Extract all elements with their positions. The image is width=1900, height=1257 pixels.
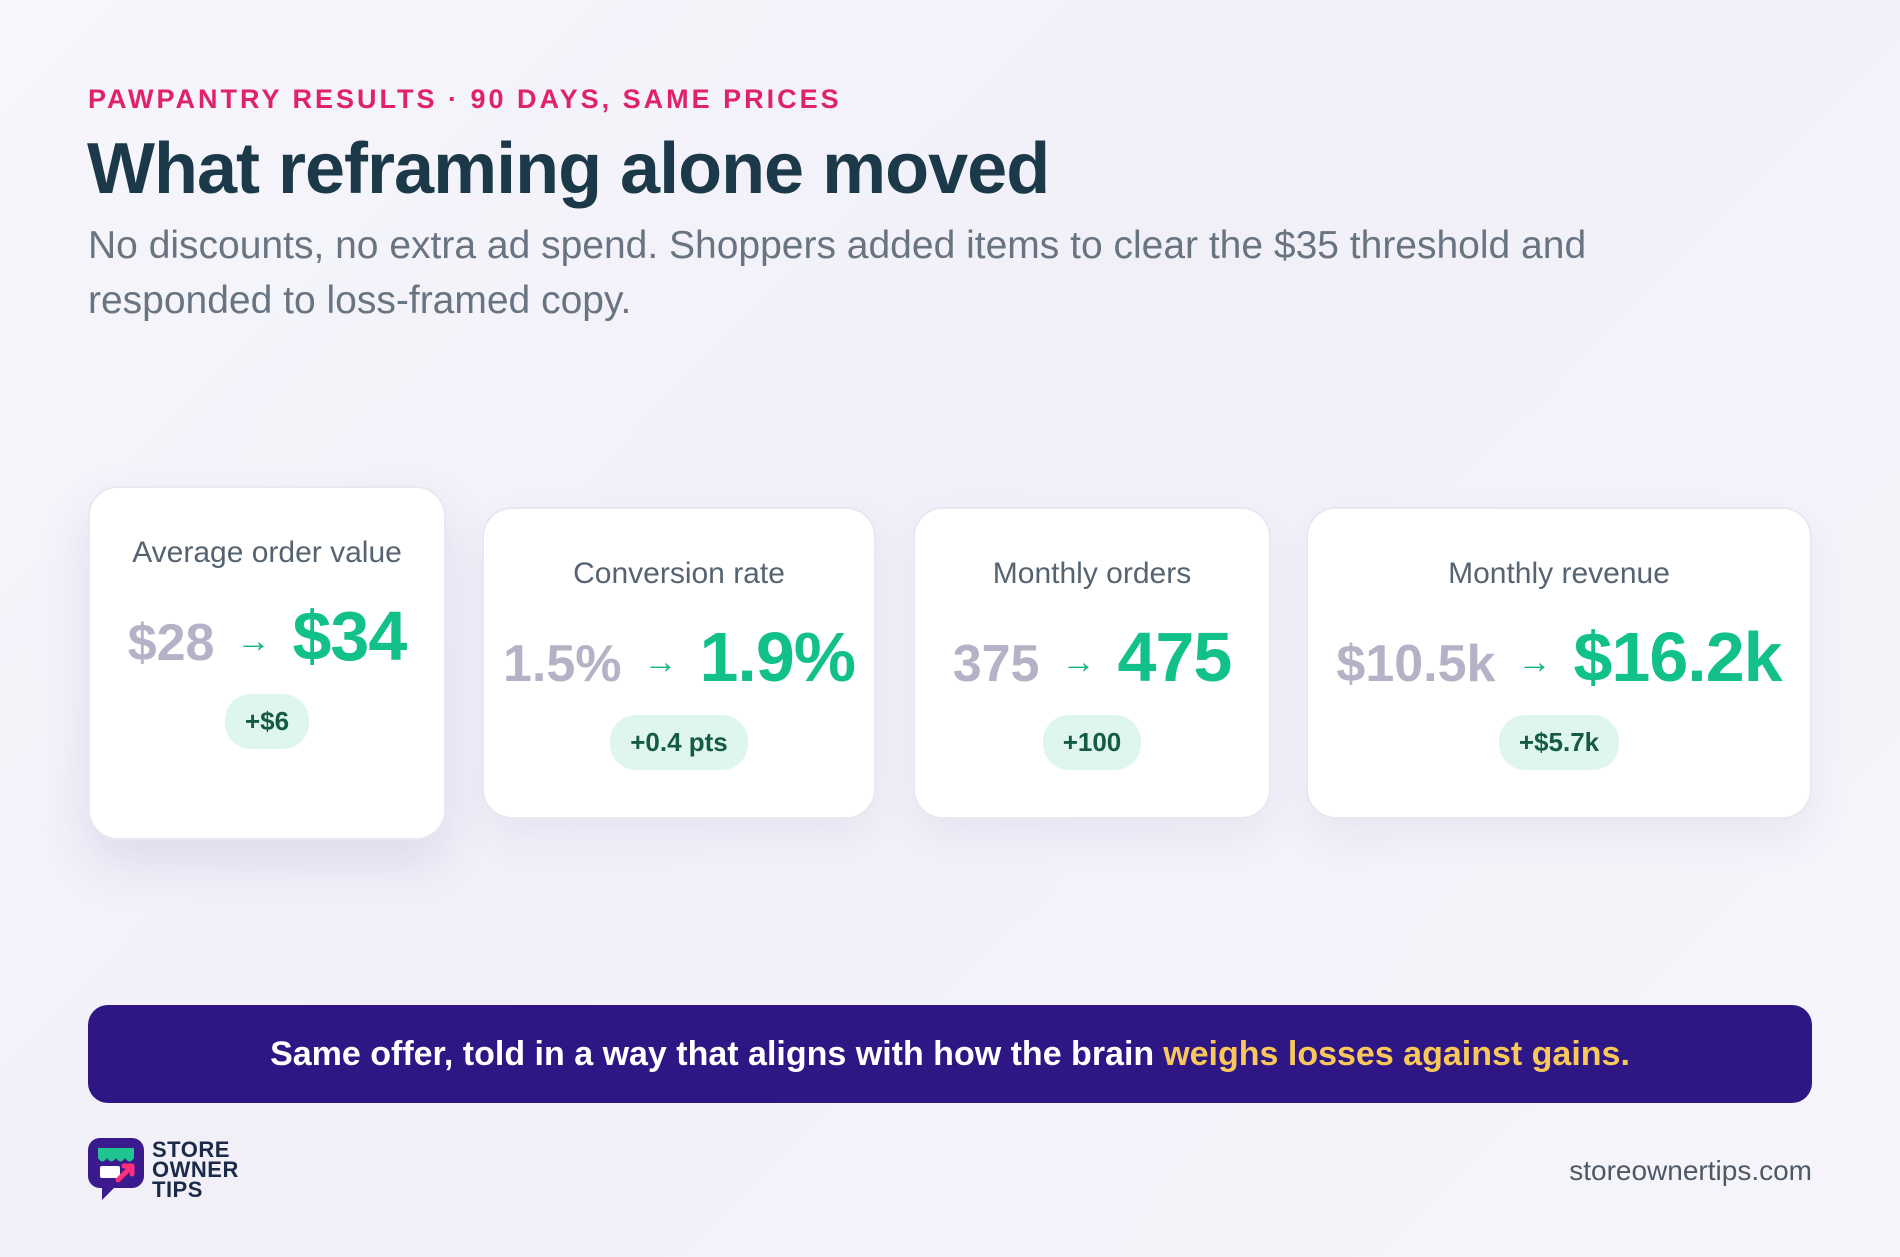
takeaway-banner: Same offer, told in a way that aligns wi… xyxy=(88,1005,1812,1103)
metric-before-value: $28 xyxy=(127,614,215,672)
arrow-right-icon: → xyxy=(643,643,678,681)
page-subtitle: No discounts, no extra ad spend. Shopper… xyxy=(88,224,1587,322)
logo-line: TIPS xyxy=(152,1177,203,1202)
store-owner-tips-logo: STORE OWNER TIPS xyxy=(88,1138,239,1202)
logo-line: STORE xyxy=(152,1137,230,1162)
metric-before-value: 1.5% xyxy=(502,635,622,693)
arrow-right-icon: → xyxy=(1061,643,1096,681)
arrow-right-icon: → xyxy=(1517,643,1552,681)
metric-values: $28 → $34 xyxy=(90,596,444,676)
metric-after-value: $16.2k xyxy=(1573,618,1782,696)
metric-label: Monthly revenue xyxy=(1448,557,1670,590)
metric-card-monthly-orders: Monthly orders 375 → 475 +100 xyxy=(913,507,1271,819)
metric-values: $10.5k → $16.2k xyxy=(1308,617,1810,697)
site-domain: storeownertips.com xyxy=(1569,1155,1812,1186)
metric-after-value: $34 xyxy=(292,597,407,675)
metric-after-value: 1.9% xyxy=(699,618,856,696)
logo-wordmark: STORE OWNER TIPS xyxy=(152,1137,239,1202)
metric-label: Average order value xyxy=(132,536,402,569)
eyebrow-label: PAWPANTRY RESULTS · 90 DAYS, SAME PRICES xyxy=(88,84,842,114)
page-title: What reframing alone moved xyxy=(87,129,1050,209)
metric-label: Monthly orders xyxy=(992,557,1192,590)
metric-before-value: $10.5k xyxy=(1336,635,1496,693)
metric-delta-badge: +100 xyxy=(1042,715,1142,770)
metric-values: 1.5% → 1.9% xyxy=(484,617,874,697)
arrow-right-icon: → xyxy=(236,622,271,660)
metric-after-value: 475 xyxy=(1117,618,1232,696)
metric-card-conversion-rate: Conversion rate 1.5% → 1.9% +0.4 pts xyxy=(482,507,876,819)
metric-card-monthly-revenue: Monthly revenue $10.5k → $16.2k +$5.7k xyxy=(1306,507,1812,819)
logo-line: OWNER xyxy=(152,1157,239,1182)
banner-highlight: weighs losses against gains. xyxy=(1163,1034,1630,1073)
banner-text: Same offer, told in a way that aligns wi… xyxy=(270,1034,1155,1073)
metric-delta-badge: +0.4 pts xyxy=(610,715,748,770)
metric-label: Conversion rate xyxy=(573,557,785,590)
storefront-logo-icon xyxy=(88,1138,144,1200)
metric-delta-badge: +$6 xyxy=(224,694,310,749)
metric-values: 375 → 475 xyxy=(915,617,1269,697)
metric-delta-badge: +$5.7k xyxy=(1498,715,1620,770)
metric-card-average-order-value: Average order value $28 → $34 +$6 xyxy=(88,486,446,840)
metric-before-value: 375 xyxy=(952,635,1040,693)
